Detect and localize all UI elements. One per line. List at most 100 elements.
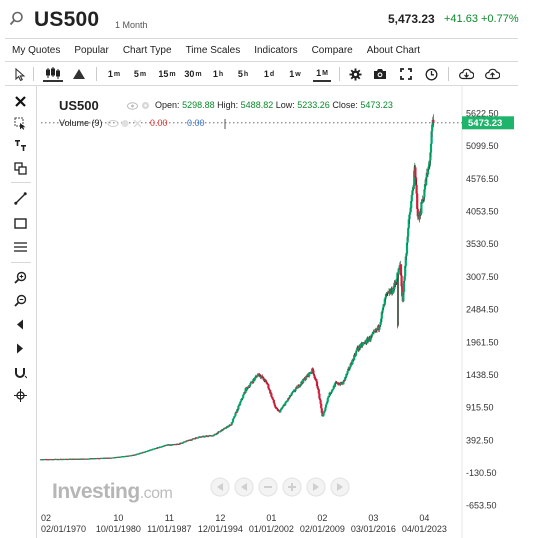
price-chart[interactable]: 5622.50 5099.50 4576.50 4053.50 3530.50 3007.…: [37, 86, 518, 538]
settings-small-icon[interactable]: [141, 101, 150, 110]
candle-body: [308, 372, 311, 374]
x-tick-label-bottom: 02/01/2009: [300, 524, 345, 534]
zoom-in-icon[interactable]: [13, 270, 27, 284]
menu-popular[interactable]: Popular: [74, 44, 109, 56]
shapes-tool-icon[interactable]: [13, 161, 27, 175]
menu-about-chart[interactable]: About Chart: [366, 44, 421, 56]
candle-body: [225, 427, 228, 429]
candle-body: [380, 318, 383, 322]
candle-body: [320, 408, 323, 413]
gear-icon[interactable]: [347, 66, 363, 82]
menu-chart-type[interactable]: Chart Type: [122, 44, 172, 56]
rectangle-tool-icon[interactable]: [13, 216, 27, 230]
crosshair-icon[interactable]: [13, 388, 27, 402]
candle-body: [230, 422, 233, 425]
search-icon[interactable]: [9, 11, 24, 26]
menu-indicators[interactable]: Indicators: [254, 44, 298, 56]
candle-body: [239, 402, 242, 405]
y-tick-label: 5622.50: [466, 108, 499, 118]
download-cloud-icon[interactable]: [457, 66, 475, 82]
candle-body: [245, 386, 248, 391]
candle-body: [365, 343, 368, 345]
candle-body: [276, 409, 280, 412]
magnet-icon[interactable]: [13, 365, 27, 379]
interval-30m-button[interactable]: 30 m: [184, 69, 202, 79]
x-tick-label-top: 04: [419, 513, 429, 523]
area-type-icon[interactable]: [71, 66, 87, 82]
candle-body: [282, 405, 285, 407]
candle-body: [267, 388, 271, 390]
clock-icon[interactable]: [423, 66, 439, 82]
menu-time-scales[interactable]: Time Scales: [185, 44, 241, 56]
candle-body: [362, 342, 365, 344]
candle-body: [155, 447, 158, 449]
zoom-out-icon[interactable]: [13, 293, 27, 307]
scroll-left-icon[interactable]: [13, 317, 27, 331]
candle-body: [296, 386, 299, 389]
candle-body: [410, 201, 413, 209]
chart-navigation-controls[interactable]: [209, 476, 359, 498]
candle-body: [355, 350, 358, 352]
candle-body: [236, 409, 239, 413]
candle-body: [262, 377, 265, 380]
menu-my-quotes[interactable]: My Quotes: [12, 44, 61, 56]
candle-body: [308, 372, 311, 377]
candle-body: [274, 406, 277, 409]
candle-body: [302, 378, 305, 383]
interval-15m-button[interactable]: 15 m: [158, 69, 176, 79]
candle-body: [331, 389, 334, 391]
select-pointer-icon[interactable]: [13, 116, 27, 130]
camera-icon[interactable]: [372, 66, 388, 82]
close-icon[interactable]: [13, 94, 27, 108]
candle-body: [414, 177, 418, 185]
last-price: 5,473.23: [388, 12, 435, 26]
candle-body: [387, 291, 390, 293]
candle-body: [372, 331, 375, 334]
candle-body: [294, 387, 298, 390]
candle-body: [412, 186, 415, 189]
candle-body: [430, 131, 433, 144]
candlestick-type-icon[interactable]: [43, 66, 63, 82]
candle-body: [272, 399, 275, 403]
timeframe-label: 1 Month: [115, 20, 148, 30]
eye-icon[interactable]: [127, 101, 138, 110]
fullscreen-icon[interactable]: [398, 66, 414, 82]
cursor-icon[interactable]: [13, 66, 27, 82]
candle-body: [353, 355, 356, 360]
y-tick-label: 3007.50: [466, 272, 499, 282]
menu-compare[interactable]: Compare: [311, 44, 353, 56]
candle-body: [319, 400, 322, 404]
candle-body: [276, 408, 279, 410]
candle-body: [389, 291, 392, 295]
candle-body: [395, 282, 398, 284]
x-tick-label-bottom: 12/01/1994: [198, 524, 243, 534]
candle-body: [216, 431, 220, 434]
trend-line-icon[interactable]: [13, 191, 27, 205]
scroll-right-icon[interactable]: [13, 341, 27, 355]
text-tool-icon[interactable]: [13, 138, 27, 152]
candle-body: [384, 294, 388, 298]
candle-body: [248, 386, 251, 388]
candle-body: [215, 434, 218, 436]
candle-body: [284, 403, 287, 406]
candle-body: [170, 444, 173, 446]
candle-body: [390, 288, 394, 294]
volume-settings-icon[interactable]: [107, 119, 147, 128]
chart-area[interactable]: 5622.50 5099.50 4576.50 4053.50 3530.50 3007.…: [37, 86, 518, 538]
y-tick-label: 392.50: [466, 435, 494, 445]
candle-body: [322, 413, 325, 416]
candle-body: [428, 160, 431, 165]
upload-cloud-icon[interactable]: [483, 66, 501, 82]
candle-body: [328, 392, 331, 397]
horizontal-lines-icon[interactable]: [13, 240, 27, 254]
candle-body: [384, 297, 387, 299]
candle-body: [163, 445, 166, 447]
candle-body: [368, 337, 371, 341]
